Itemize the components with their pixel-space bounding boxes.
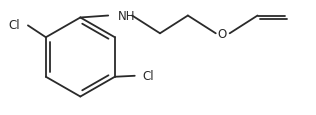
Text: Cl: Cl bbox=[143, 70, 154, 83]
Text: Cl: Cl bbox=[8, 19, 20, 32]
Text: O: O bbox=[217, 28, 226, 40]
Text: NH: NH bbox=[118, 10, 136, 23]
